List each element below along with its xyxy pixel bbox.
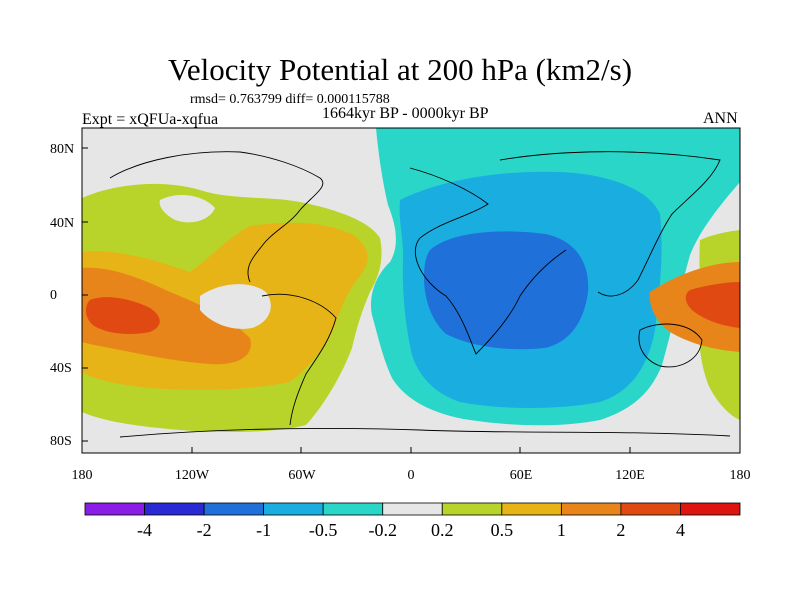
colorbar-label: -2: [196, 520, 212, 540]
x-tick-label: 60W: [288, 468, 316, 483]
y-tick-label: 80S: [50, 434, 72, 449]
colorbar-label: 2: [616, 520, 626, 540]
x-tick-label: 120E: [615, 468, 645, 483]
coast-north-america: [109, 151, 324, 283]
colorbar-swatch: [84, 502, 145, 516]
y-tick-label: 80N: [50, 142, 75, 157]
contour-field: [82, 128, 740, 453]
stats-text: rmsd= 0.763799 diff= 0.000115788: [190, 92, 390, 107]
colorbar-label: 4: [675, 520, 685, 540]
contour-gap-north: [159, 194, 215, 223]
colorbar-label: -4: [137, 520, 153, 540]
contour-east-2: [685, 282, 740, 328]
x-tick-label: 60E: [509, 468, 533, 483]
x-tick-label: 180: [71, 468, 93, 483]
contour-1: [82, 267, 251, 365]
y-tick-label: 0: [50, 288, 57, 303]
colorbar-swatch: [680, 502, 741, 516]
x-tick-label: 120W: [174, 468, 210, 483]
colorbar-label: 0.5: [490, 520, 514, 540]
coast-antarctica: [119, 427, 731, 438]
colorbar-label: -1: [256, 520, 272, 540]
colorbar-label: -0.5: [308, 520, 338, 540]
colorbar: [84, 502, 741, 516]
period-label: 1664kyr BP - 0000kyr BP: [322, 105, 489, 122]
coast-europe-africa: [409, 167, 567, 355]
experiment-label: Expt = xQFUa-xqfua: [82, 111, 219, 128]
x-tick-label: 0: [407, 468, 415, 483]
contour-gap: [200, 284, 271, 329]
y-tick-label: 40S: [50, 361, 72, 376]
colorbar-swatch: [382, 502, 443, 516]
season-label: ANN: [703, 110, 738, 127]
colorbar-label: 1: [556, 520, 566, 540]
y-tick-label: 40N: [50, 216, 75, 231]
axis-tick-marks: [81, 147, 741, 453]
colorbar-swatch: [620, 502, 681, 516]
colorbar-swatch: [322, 502, 384, 516]
colorbar-swatch: [263, 502, 324, 516]
contour-neg-1: [424, 231, 589, 350]
coast-australia: [638, 323, 703, 368]
x-tick-label: 180: [729, 468, 751, 483]
coast-south-america: [261, 293, 337, 426]
colorbar-label: 0.2: [431, 520, 454, 540]
colorbar-swatch: [441, 502, 503, 516]
map-title: Velocity Potential at 200 hPa (km2/s): [167, 52, 633, 87]
colorbar-swatch: [501, 502, 562, 516]
colorbar-label: -0.2: [368, 520, 397, 540]
colorbar-swatch: [203, 502, 265, 516]
coastlines: [109, 151, 731, 438]
colorbar-swatch: [144, 502, 205, 516]
contour-2: [85, 297, 160, 334]
colorbar-swatch: [560, 502, 622, 516]
coast-asia: [499, 151, 721, 297]
